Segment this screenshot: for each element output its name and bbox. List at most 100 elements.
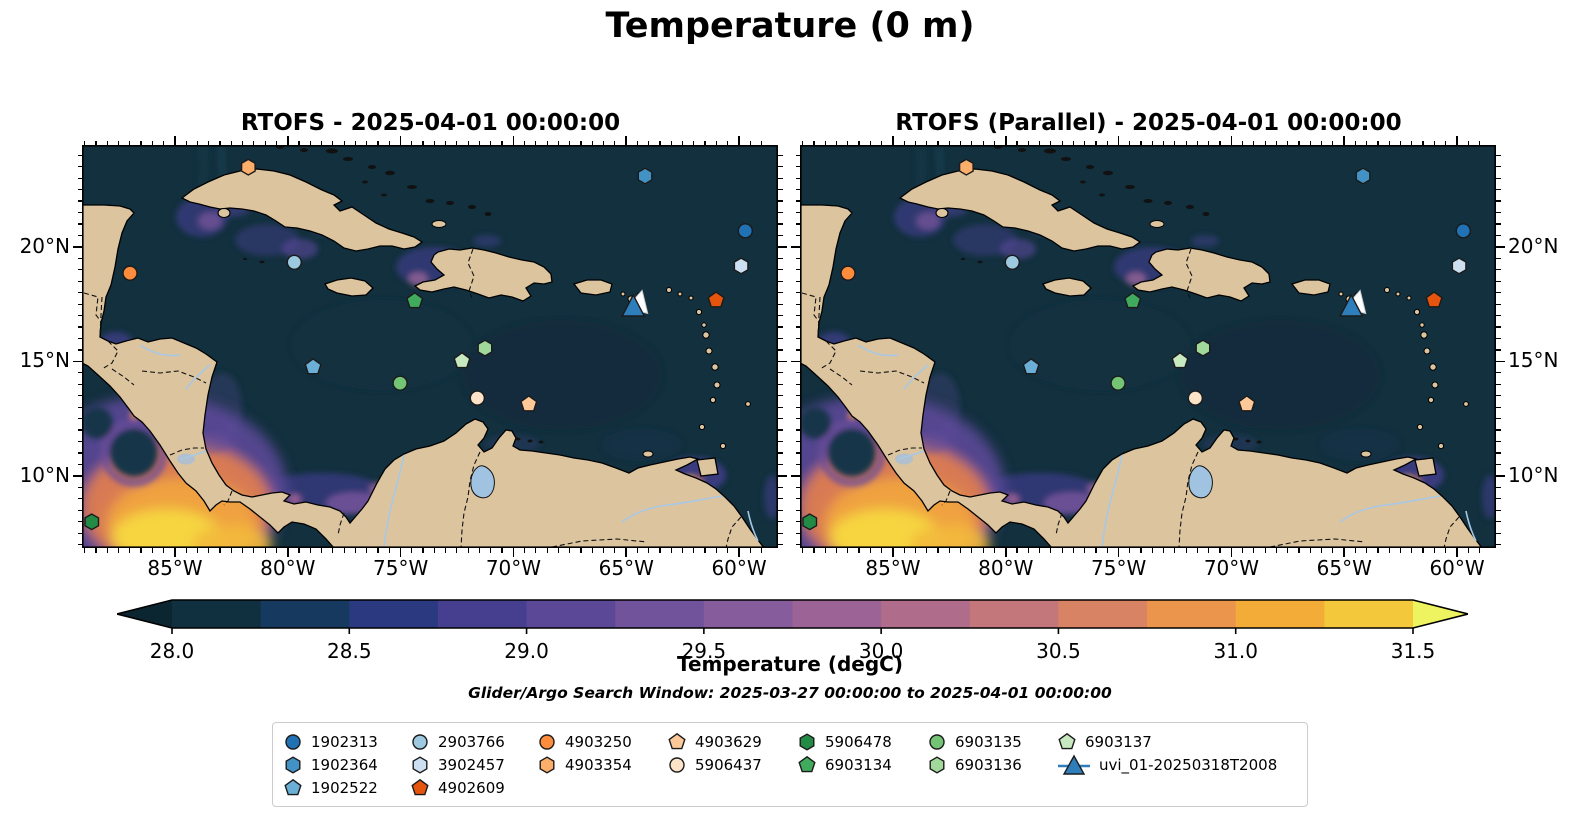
axis-tick: [535, 140, 537, 145]
axis-tick: [960, 548, 962, 553]
axis-tick: [1456, 548, 1458, 557]
axis-tick: [320, 548, 323, 553]
axis-tick: [95, 140, 97, 145]
axis-tick: [778, 177, 783, 179]
axis-tick: [1496, 532, 1501, 534]
axis-tick: [1496, 337, 1501, 340]
axis-tick: [422, 548, 424, 553]
axis-tick: [937, 140, 939, 145]
axis-tick: [298, 140, 300, 145]
axis-tick: [1478, 140, 1480, 145]
axis-tick: [1496, 543, 1501, 546]
map-marker-uvi_01-20250318T2008: [1339, 293, 1364, 317]
map-marker-6903134: [798, 755, 816, 772]
axis-tick: [795, 440, 800, 443]
circle-marker-icon: [283, 731, 303, 753]
colorbar-tick-label: 31.0: [1213, 639, 1258, 663]
axis-tick: [1230, 548, 1233, 557]
legend-item: uvi_01-20250318T2008: [1057, 753, 1293, 776]
map-marker-1902522: [304, 358, 322, 375]
axis-tick: [1496, 292, 1501, 294]
axis-tick: [1241, 548, 1244, 553]
axis-tick: [1005, 136, 1007, 145]
axis-tick: [388, 140, 390, 145]
axis-tick: [253, 140, 255, 145]
axis-tick: [117, 140, 120, 145]
axis-tick: [778, 486, 783, 488]
axis-tick: [1377, 140, 1379, 145]
axis-tick: [264, 548, 266, 553]
axis-tick: [614, 140, 616, 145]
axis-tick: [795, 292, 800, 294]
lon-tick-label: 65°W: [598, 556, 654, 580]
axis-tick: [1196, 140, 1199, 145]
axis-tick: [433, 140, 435, 145]
axis-tick: [219, 140, 221, 145]
axis-tick: [835, 548, 838, 553]
axis-tick: [760, 548, 762, 553]
pentagon-marker-icon: [410, 777, 430, 799]
axis-tick: [1038, 548, 1041, 553]
legend-item-label: 4902609: [438, 778, 505, 797]
axis-tick: [501, 140, 503, 145]
axis-tick: [219, 548, 221, 553]
axis-tick: [1496, 452, 1501, 454]
axis-tick: [778, 280, 783, 282]
axis-tick: [795, 280, 800, 282]
axis-tick: [1354, 548, 1356, 553]
map-marker-uvi_01-20250318T2008: [621, 293, 646, 317]
axis-tick: [320, 140, 323, 145]
axis-tick: [982, 140, 984, 145]
axis-tick: [366, 548, 368, 553]
page-title: Temperature (0 m): [605, 6, 975, 46]
axis-tick: [1456, 136, 1458, 145]
axis-tick: [738, 136, 740, 145]
pentagon-marker-icon: [797, 754, 817, 776]
axis-tick: [77, 154, 82, 156]
axis-tick: [1433, 140, 1435, 145]
axis-tick: [1140, 140, 1142, 145]
axis-tick: [569, 140, 571, 145]
axis-tick: [77, 498, 82, 500]
axis-tick: [1163, 548, 1165, 553]
axis-tick: [1298, 548, 1300, 553]
axis-tick: [1496, 154, 1501, 156]
axis-tick: [332, 140, 334, 145]
map-marker-4903250: [539, 733, 555, 750]
map-marker-6903134: [1124, 291, 1142, 309]
axis-tick: [1072, 548, 1074, 553]
axis-tick: [693, 140, 695, 145]
axis-tick: [174, 548, 176, 557]
axis-tick: [467, 140, 469, 145]
legend-item: 6903137: [1057, 730, 1293, 753]
axis-tick: [1332, 140, 1334, 145]
map-marker-5906437: [1187, 390, 1204, 406]
axis-tick: [778, 189, 783, 191]
axis-tick: [778, 200, 783, 202]
axis-tick: [366, 140, 368, 145]
axis-tick: [795, 498, 800, 500]
legend-item-label: 6903134: [825, 755, 892, 774]
axis-tick: [1174, 548, 1176, 553]
axis-tick: [1496, 349, 1501, 351]
colorbar-tick-label: 29.0: [504, 639, 549, 663]
axis-tick: [914, 548, 917, 553]
axis-tick: [73, 475, 82, 477]
axis-tick: [795, 211, 800, 214]
axis-tick: [1061, 140, 1063, 145]
axis-tick: [1478, 548, 1480, 553]
map-marker-6903136: [929, 755, 945, 774]
axis-tick: [881, 140, 883, 145]
axis-tick: [795, 532, 800, 534]
axis-tick: [580, 140, 582, 145]
circle-marker-icon: [537, 731, 557, 753]
axis-tick: [309, 140, 311, 145]
legend-item: 6903134: [797, 753, 927, 776]
axis-tick: [77, 395, 82, 397]
axis-tick: [749, 140, 751, 145]
axis-tick: [591, 140, 593, 145]
axis-tick: [602, 140, 605, 145]
axis-tick: [264, 140, 266, 145]
pentagon-marker-icon: [283, 777, 303, 799]
axis-tick: [778, 223, 783, 225]
